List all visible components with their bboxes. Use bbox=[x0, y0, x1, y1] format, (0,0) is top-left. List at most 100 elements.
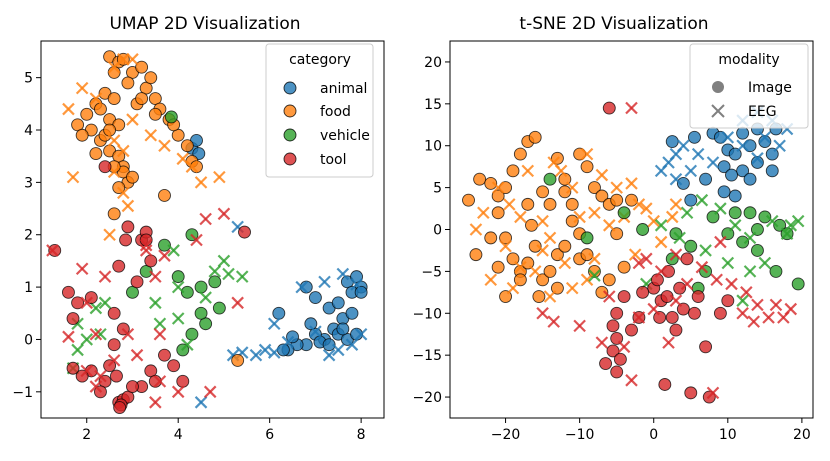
tool-point bbox=[61, 285, 75, 299]
tool-x-point bbox=[231, 296, 244, 310]
legend-animal-swatch bbox=[283, 81, 297, 95]
animal-point bbox=[345, 306, 359, 320]
umap-xtick-label: 2 bbox=[82, 427, 91, 443]
food-x-point bbox=[558, 256, 572, 270]
tool-point bbox=[107, 338, 121, 352]
vehicle-point bbox=[636, 223, 650, 236]
animal-x-point bbox=[669, 172, 683, 186]
legend-image-swatch bbox=[712, 81, 724, 93]
food-x-point bbox=[610, 181, 623, 194]
umap-scatter-points bbox=[46, 50, 368, 414]
tool-x-point bbox=[536, 306, 549, 320]
vehicle-point bbox=[758, 210, 772, 224]
vehicle-x-point bbox=[588, 269, 601, 282]
food-x-point bbox=[144, 128, 158, 142]
umap-ytick-label: 2 bbox=[24, 228, 33, 244]
food-point bbox=[499, 231, 513, 245]
food-point bbox=[94, 102, 107, 116]
tool-point bbox=[625, 323, 638, 337]
tsne-ytick-label: 15 bbox=[424, 97, 442, 113]
tsne-legend-frame bbox=[689, 43, 809, 129]
umap-ytick-label: 4 bbox=[24, 123, 33, 139]
tool-x-point bbox=[46, 244, 59, 257]
umap-ytick-label: 1 bbox=[24, 280, 33, 296]
tool-x-point bbox=[669, 294, 683, 307]
food-x-point bbox=[158, 139, 171, 153]
food-x-point bbox=[632, 198, 646, 211]
food-x-point bbox=[640, 202, 653, 215]
tool-x-point bbox=[89, 380, 103, 393]
umap-xtick-label: 6 bbox=[265, 427, 274, 443]
food-point bbox=[135, 92, 149, 106]
tool-point bbox=[610, 365, 624, 379]
animal-point bbox=[308, 291, 322, 305]
vehicle-x-point bbox=[695, 193, 709, 207]
animal-x-point bbox=[721, 131, 735, 144]
tool-point bbox=[66, 361, 80, 375]
tool-point bbox=[66, 312, 80, 325]
animal-point bbox=[736, 164, 750, 178]
food-point bbox=[558, 185, 572, 199]
tool-point bbox=[713, 306, 727, 320]
animal-x-point bbox=[322, 348, 336, 362]
tsne-scatter-points bbox=[462, 101, 805, 404]
vehicle-point bbox=[684, 239, 698, 253]
tsne-ytick-label: −15 bbox=[412, 348, 442, 364]
umap-ytick-label: 0 bbox=[24, 332, 33, 348]
legend-eeg-swatch bbox=[711, 104, 725, 118]
umap-legend: category animal food vehicle tool bbox=[265, 43, 374, 178]
vehicle-x-point bbox=[728, 219, 742, 232]
tsne-axis-ticks: −20 −10 0 10 20 −20 −15 −10 −5 0 5 10 15 20 bbox=[412, 55, 810, 443]
animal-x-point bbox=[758, 131, 772, 144]
legend-tool-swatch bbox=[283, 152, 297, 166]
tool-point bbox=[602, 101, 616, 115]
tool-x-point bbox=[89, 327, 103, 341]
food-x-point bbox=[580, 147, 594, 161]
food-x-point bbox=[580, 273, 594, 287]
animal-x-point bbox=[736, 139, 749, 153]
vehicle-x-point bbox=[673, 231, 686, 245]
tool-x-point bbox=[669, 248, 683, 261]
tool-point bbox=[98, 160, 112, 174]
food-point bbox=[135, 60, 149, 74]
tool-point bbox=[699, 340, 713, 354]
tsne-xtick-label: 10 bbox=[719, 427, 737, 443]
food-point bbox=[610, 193, 624, 207]
food-x-point bbox=[543, 231, 557, 245]
vehicle-x-point bbox=[235, 270, 249, 283]
legend-vehicle-label: vehicle bbox=[320, 128, 370, 144]
tool-x-point bbox=[632, 311, 646, 324]
tool-x-point bbox=[171, 385, 185, 399]
vehicle-x-point bbox=[765, 214, 779, 228]
tool-x-point bbox=[158, 249, 171, 262]
tool-x-point bbox=[680, 277, 694, 291]
tool-point bbox=[691, 290, 705, 303]
tsne-ytick-label: −10 bbox=[412, 306, 442, 322]
food-point bbox=[126, 170, 139, 184]
tool-point bbox=[144, 254, 158, 268]
food-point bbox=[580, 160, 594, 174]
tsne-xtick-label: −20 bbox=[491, 427, 521, 443]
tool-x-point bbox=[762, 311, 775, 324]
food-x-point bbox=[126, 53, 139, 66]
animal-x-point bbox=[281, 335, 295, 349]
food-x-point bbox=[521, 164, 535, 178]
tsne-ytick-label: −5 bbox=[421, 264, 442, 280]
tool-x-point bbox=[203, 385, 217, 399]
vehicle-point bbox=[171, 270, 185, 284]
tool-x-point bbox=[149, 270, 162, 283]
vehicle-point bbox=[791, 277, 805, 291]
tsne-ytick-label: −20 bbox=[412, 390, 442, 406]
animal-point bbox=[725, 168, 738, 182]
vehicle-x-point bbox=[208, 265, 222, 278]
food-x-point bbox=[536, 244, 549, 257]
vehicle-x-point bbox=[222, 267, 235, 281]
tool-point bbox=[721, 294, 735, 308]
tool-x-point bbox=[199, 212, 212, 226]
tool-x-point bbox=[98, 270, 112, 283]
food-x-point bbox=[194, 176, 208, 189]
vehicle-point bbox=[736, 235, 750, 249]
umap-legend-frame bbox=[265, 43, 374, 178]
vehicle-x-point bbox=[699, 244, 712, 257]
tool-point bbox=[158, 348, 171, 362]
